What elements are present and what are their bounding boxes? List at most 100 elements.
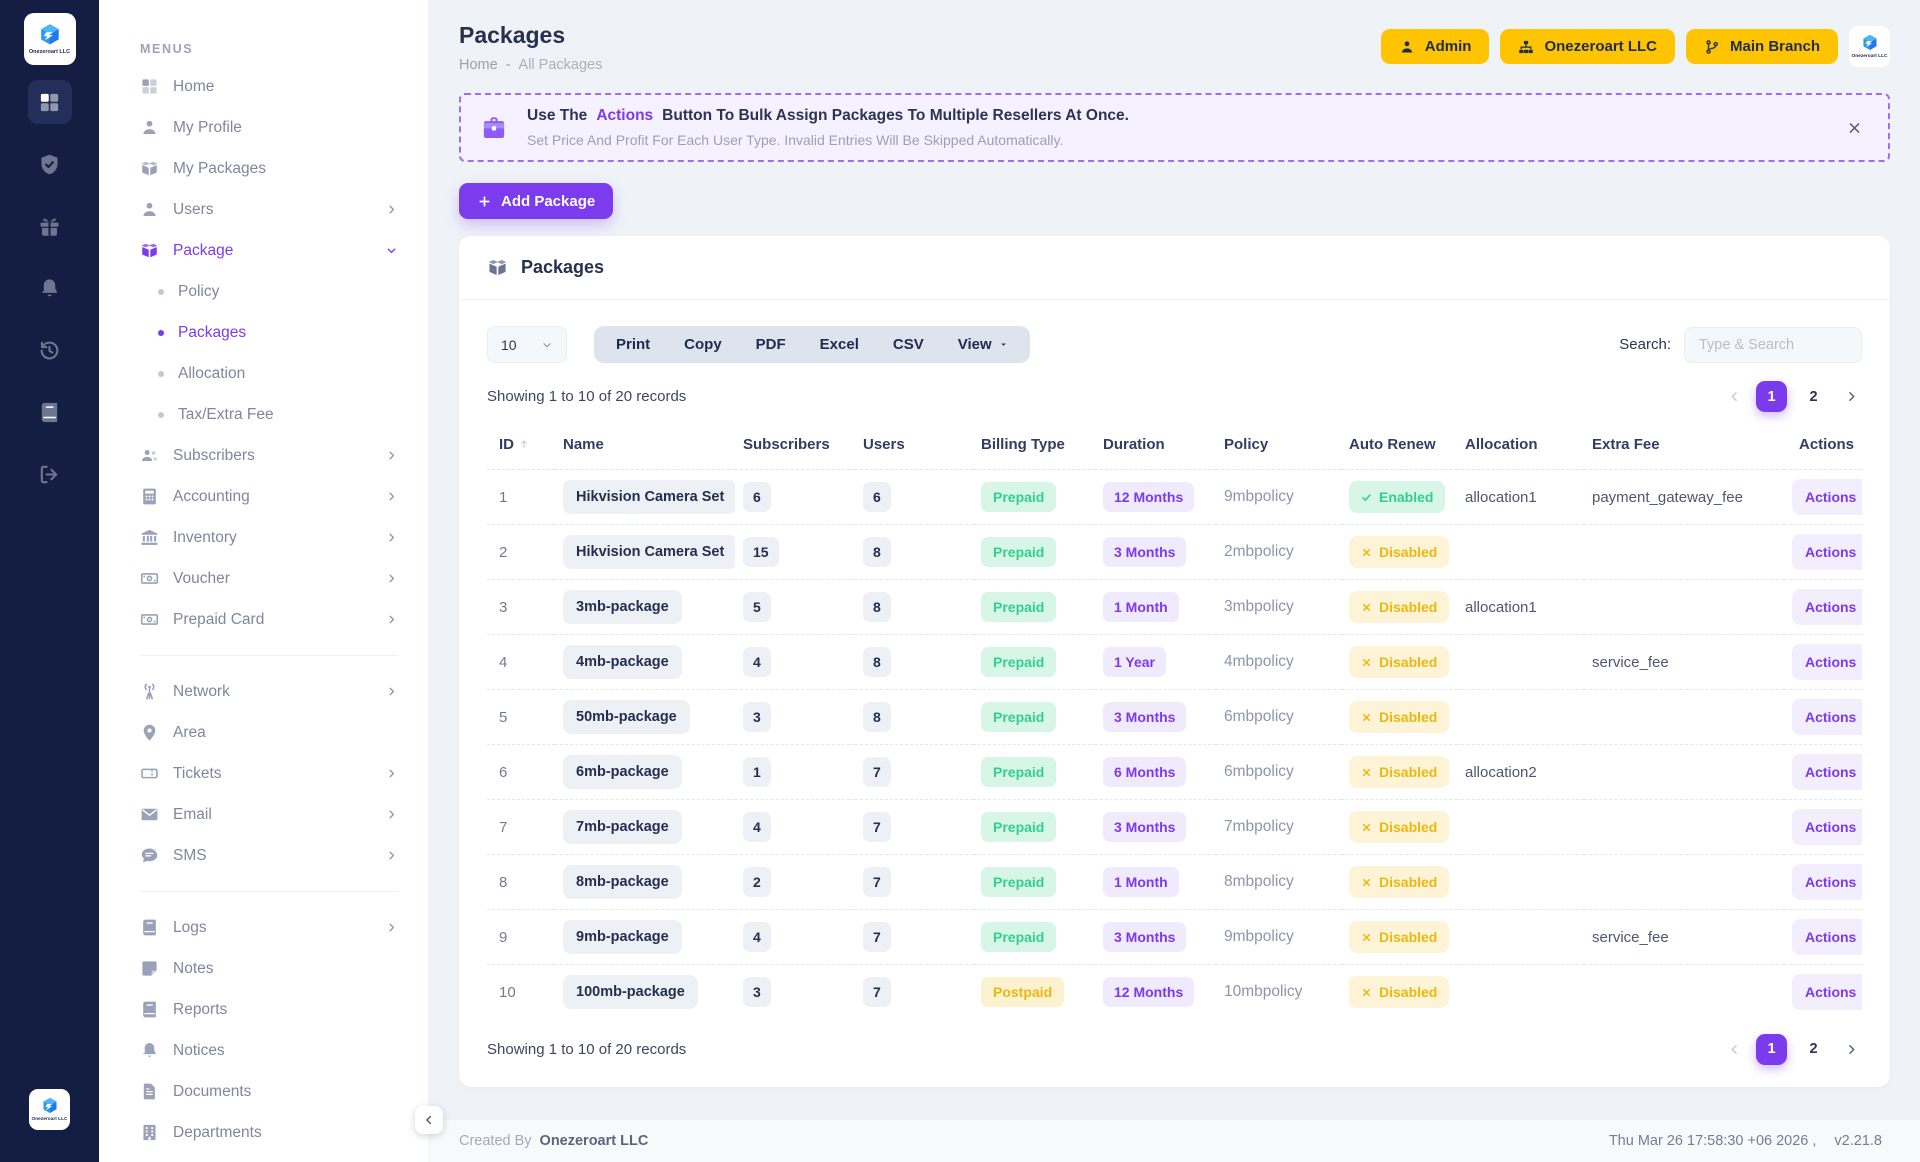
cell-extra-fee	[1584, 965, 1784, 1020]
close-icon[interactable]	[1847, 120, 1862, 135]
col-header-subscribers[interactable]: Subscribers	[735, 424, 855, 470]
page-size-select[interactable]: 10	[487, 326, 567, 363]
book-icon[interactable]	[28, 390, 72, 434]
sidebar-item-packages[interactable]: Packages	[99, 312, 428, 353]
page-footer: Created By Onezeroart LLC Thu Mar 26 17:5…	[428, 1120, 1920, 1162]
auto-renew-badge: Disabled	[1349, 976, 1450, 1009]
admin-button[interactable]: Admin	[1380, 29, 1490, 64]
bullet-icon	[158, 329, 164, 336]
pagination-prev-button[interactable]	[1723, 1038, 1745, 1060]
brand-logo-header[interactable]: Onezeroart LLC	[1849, 26, 1890, 67]
col-header-auto-renew[interactable]: Auto Renew	[1341, 424, 1457, 470]
sidebar-item-my-packages[interactable]: My Packages	[99, 148, 428, 189]
sidebar-item-documents[interactable]: Documents	[99, 1071, 428, 1112]
cell-name: Hikvision Camera Set	[555, 524, 735, 580]
cell-id: 6	[487, 744, 555, 800]
excel-button[interactable]: Excel	[803, 326, 876, 363]
col-header-users[interactable]: Users	[855, 424, 973, 470]
brand-logo-bottom[interactable]: Onezeroart LLC	[29, 1089, 70, 1130]
row-actions-button[interactable]: Actions	[1792, 864, 1862, 900]
sidebar-item-sms[interactable]: SMS	[99, 835, 428, 876]
footer-company-name[interactable]: Onezeroart LLC	[539, 1133, 649, 1149]
col-header-duration[interactable]: Duration	[1095, 424, 1216, 470]
row-actions-button[interactable]: Actions	[1792, 919, 1862, 955]
gift-icon[interactable]	[28, 204, 72, 248]
col-header-name[interactable]: Name	[555, 424, 735, 470]
sidebar-item-policy[interactable]: Policy	[99, 271, 428, 312]
col-header-extra-fee[interactable]: Extra Fee	[1584, 424, 1784, 470]
cell-actions: Actions	[1784, 965, 1862, 1020]
sidebar-item-prepaid-card[interactable]: Prepaid Card	[99, 599, 428, 640]
sidebar-item-logs[interactable]: Logs	[99, 907, 428, 948]
print-button[interactable]: Print	[599, 326, 667, 363]
table-body: 1 Hikvision Camera Set 6 6 Prepaid 12 Mo…	[487, 469, 1862, 1020]
sidebar-item-tax-extra-fee[interactable]: Tax/Extra Fee	[99, 394, 428, 435]
sidebar-item-inventory[interactable]: Inventory	[99, 517, 428, 558]
package-name-badge: 8mb-package	[563, 865, 682, 899]
sidebar-item-package[interactable]: Package	[99, 230, 428, 271]
view-dropdown-button[interactable]: View	[941, 326, 1025, 363]
row-actions-button[interactable]: Actions	[1792, 699, 1862, 735]
sidebar-item-notices[interactable]: Notices	[99, 1030, 428, 1071]
sidebar-item-subscribers[interactable]: Subscribers	[99, 435, 428, 476]
onezeroart-llc-button[interactable]: Onezeroart LLC	[1500, 29, 1675, 64]
sidebar-item-area[interactable]: Area	[99, 712, 428, 753]
col-header-actions[interactable]: Actions	[1784, 424, 1862, 470]
sidebar-item-notes[interactable]: Notes	[99, 948, 428, 989]
breadcrumb-home-link[interactable]: Home	[459, 57, 498, 73]
col-header-allocation[interactable]: Allocation	[1457, 424, 1584, 470]
row-actions-button[interactable]: Actions	[1792, 589, 1862, 625]
sign-out-icon[interactable]	[28, 452, 72, 496]
sidebar-item-email[interactable]: Email	[99, 794, 428, 835]
header-actions: Admin Onezeroart LLC Main Branch Onezeroart…	[1380, 26, 1890, 67]
history-icon[interactable]	[28, 328, 72, 372]
pagination-prev-button[interactable]	[1723, 386, 1745, 408]
sidebar-item-users[interactable]: Users	[99, 189, 428, 230]
sidebar-collapse-button[interactable]	[415, 1106, 443, 1134]
brand-logo[interactable]: Onezeroart LLC	[23, 13, 76, 65]
sidebar-item-departments[interactable]: Departments	[99, 1112, 428, 1153]
add-package-button[interactable]: Add Package	[459, 183, 614, 219]
shield-check-icon[interactable]	[28, 142, 72, 186]
col-header-id[interactable]: ID	[487, 424, 555, 470]
banner-text-line1: Use The Actions Button To Bulk Assign Pack…	[527, 107, 1129, 124]
main-branch-button[interactable]: Main Branch	[1685, 29, 1838, 64]
cell-id: 1	[487, 469, 555, 525]
sidebar-item-voucher[interactable]: Voucher	[99, 558, 428, 599]
sidebar-item-network[interactable]: Network	[99, 671, 428, 712]
pagination-page-2[interactable]: 2	[1809, 1041, 1818, 1057]
col-header-policy[interactable]: Policy	[1216, 424, 1341, 470]
cell-auto-renew: Disabled	[1341, 965, 1457, 1020]
sidebar-item-home[interactable]: Home	[99, 66, 428, 107]
cell-auto-renew: Disabled	[1341, 854, 1457, 910]
row-actions-button[interactable]: Actions	[1792, 534, 1862, 570]
csv-button[interactable]: CSV	[876, 326, 941, 363]
table-row: 9 9mb-package 4 7 Prepaid 3 Months 9mbpo…	[487, 909, 1862, 965]
row-actions-button[interactable]: Actions	[1792, 809, 1862, 845]
col-header-billing-type[interactable]: Billing Type	[973, 424, 1095, 470]
cell-allocation: allocation1	[1457, 579, 1584, 635]
sidebar-item-tickets[interactable]: Tickets	[99, 753, 428, 794]
pagination-next-button[interactable]	[1840, 1038, 1862, 1060]
pagination-page-1[interactable]: 1	[1756, 381, 1787, 412]
subscribers-badge: 15	[743, 537, 779, 567]
row-actions-button[interactable]: Actions	[1792, 754, 1862, 790]
sidebar-item-accounting[interactable]: Accounting	[99, 476, 428, 517]
bell-icon[interactable]	[28, 266, 72, 310]
cell-subscribers: 4	[735, 634, 855, 690]
billing-type-badge: Prepaid	[981, 592, 1057, 622]
row-actions-button[interactable]: Actions	[1792, 644, 1862, 680]
sidebar-item-my-profile[interactable]: My Profile	[99, 107, 428, 148]
pagination-page-1[interactable]: 1	[1756, 1033, 1787, 1065]
copy-button[interactable]: Copy	[667, 326, 739, 363]
row-actions-button[interactable]: Actions	[1792, 479, 1862, 515]
row-actions-button[interactable]: Actions	[1792, 974, 1862, 1011]
grid-icon[interactable]	[27, 80, 72, 124]
sidebar-item-reports[interactable]: Reports	[99, 989, 428, 1030]
search-input[interactable]	[1684, 326, 1862, 363]
pagination-page-2[interactable]: 2	[1809, 388, 1818, 405]
pagination-next-button[interactable]	[1840, 386, 1862, 408]
sidebar-item-allocation[interactable]: Allocation	[99, 353, 428, 394]
pdf-button[interactable]: PDF	[739, 326, 803, 363]
subscribers-badge: 4	[743, 647, 771, 677]
